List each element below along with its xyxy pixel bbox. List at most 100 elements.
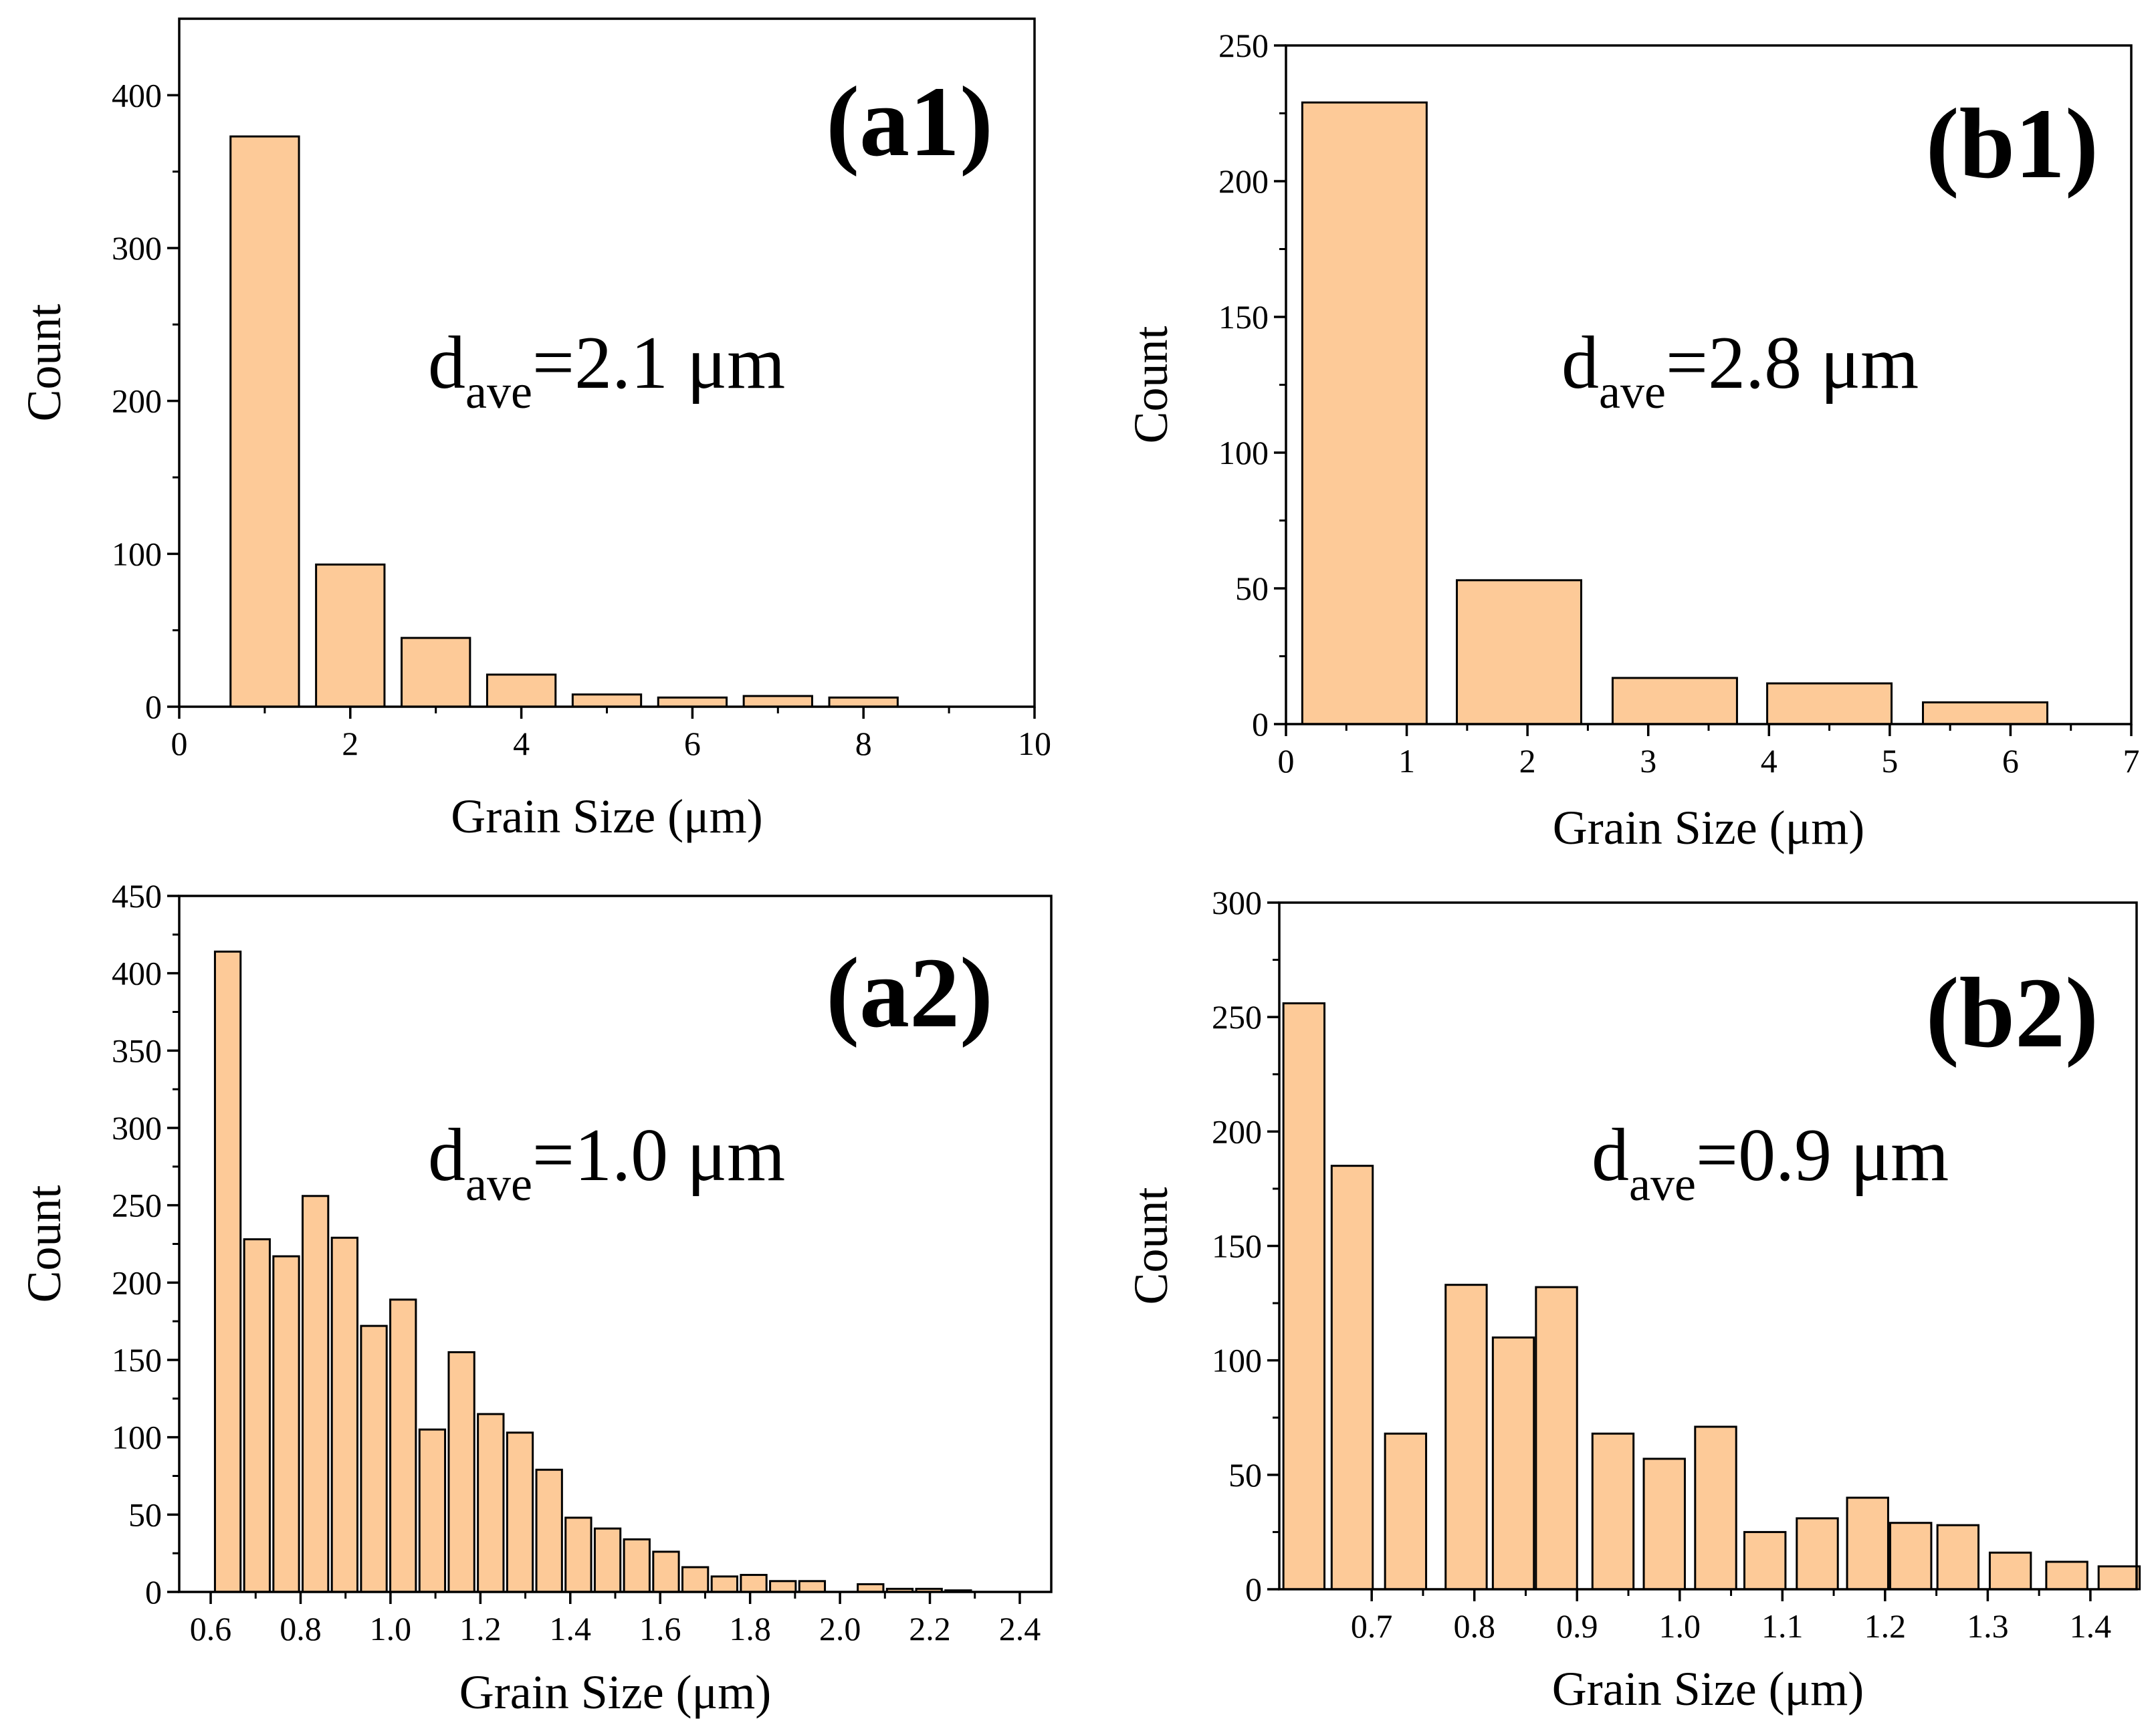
y-tick-label: 50 [1228,1456,1262,1494]
bar-b1-2 [1611,677,1738,725]
y-axis-title: Count [17,304,71,421]
average-grain-size-annotation: dave=1.0 μm [428,1114,785,1211]
y-tick-label: 0 [1245,1571,1262,1608]
bar-a2-4 [330,1236,359,1593]
y-tick-label: 0 [1252,705,1269,743]
bar-a2-17 [710,1575,738,1593]
bar-b2-15 [2045,1561,2088,1591]
annotation-value: =0.9 μm [1696,1114,1949,1197]
x-tick-label: 1.6 [639,1610,681,1647]
x-axis-title: Grain Size (μm) [459,1665,771,1719]
bar-a2-10 [506,1431,534,1593]
y-tick-label: 300 [1212,884,1262,921]
panel-label: (a2) [826,937,993,1048]
bar-a1-5 [657,696,728,708]
x-tick-label: 6 [684,725,701,762]
y-tick-label: 200 [112,1264,162,1301]
x-tick-label: 1.0 [1659,1607,1701,1645]
panel-label: (a1) [826,66,993,177]
x-tick-label: 1.4 [2070,1607,2112,1645]
bar-b1-3 [1766,682,1893,725]
y-tick-label: 100 [1218,434,1269,471]
y-tick-label: 150 [1218,298,1269,336]
bar-a2-8 [447,1351,475,1593]
y-tick-label: 300 [112,1109,162,1147]
bar-b2-12 [1889,1522,1933,1591]
y-tick-label: 400 [112,76,162,114]
bar-b2-16 [2097,1565,2141,1591]
bar-a1-6 [742,695,813,708]
x-tick-label: 5 [1881,742,1898,780]
annotation-subscript: ave [1629,1157,1696,1211]
bar-b2-5 [1535,1286,1578,1591]
x-tick-label: 3 [1640,742,1656,780]
average-grain-size-annotation: dave=2.8 μm [1561,322,1919,419]
x-tick-label: 0.8 [1453,1607,1495,1645]
x-tick-label: 2.4 [999,1610,1041,1647]
bar-a1-1 [315,563,386,708]
x-tick-label: 1.8 [729,1610,771,1647]
bar-b2-13 [1936,1524,1980,1591]
y-tick-label: 200 [1212,1113,1262,1150]
bar-a1-2 [401,637,471,708]
bar-b2-0 [1282,1002,1326,1591]
bar-a1-3 [486,673,557,708]
x-tick-label: 0.8 [280,1610,322,1647]
x-tick-label: 4 [513,725,530,762]
bar-a2-16 [681,1566,710,1593]
bar-a2-3 [302,1195,330,1593]
chart-panel-b2: 0.7 0.8 0.9 1.0 1.1 1.2 1.3 1.4 0 50 100 150 200 250 3… [1124,884,2141,1716]
y-tick-label: 50 [1235,570,1269,607]
y-tick-label: 450 [112,877,162,915]
annotation-subscript: ave [465,1157,532,1211]
x-axis-title: Grain Size (μm) [1553,801,1864,854]
y-tick-label: 250 [112,1187,162,1224]
x-tick-label: 1.3 [1967,1607,2009,1645]
annotation-subscript: ave [1599,365,1666,419]
bar-b2-3 [1444,1284,1488,1591]
bar-b2-9 [1743,1530,1787,1591]
y-axis-title: Count [17,1185,71,1302]
bar-b2-8 [1694,1425,1737,1591]
bar-a1-0 [229,135,300,708]
x-axis-title: Grain Size (μm) [1552,1662,1864,1716]
y-tick-label: 100 [112,1419,162,1456]
bar-b2-11 [1846,1496,1889,1591]
y-tick-label: 150 [1212,1228,1262,1265]
y-tick-label: 300 [112,229,162,267]
annotation-symbol: d [428,322,465,405]
y-tick-label: 0 [145,688,162,725]
x-tick-label: 1.2 [1864,1607,1907,1645]
x-tick-label: 1.2 [459,1610,502,1647]
bar-b2-4 [1491,1336,1535,1591]
average-grain-size-annotation: dave=2.1 μm [428,322,785,419]
annotation-value: =1.0 μm [532,1114,785,1197]
y-tick-label: 250 [1212,998,1262,1036]
bar-b2-2 [1384,1432,1428,1591]
bar-a2-0 [213,950,242,1593]
annotation-symbol: d [1561,322,1599,405]
x-tick-label: 6 [2002,742,2019,780]
x-tick-label: 0.9 [1556,1607,1598,1645]
bar-b2-14 [1988,1551,2032,1591]
x-tick-label: 0 [171,725,188,762]
y-tick-label: 100 [1212,1342,1262,1379]
x-tick-label: 2 [1519,742,1536,780]
y-tick-label: 150 [112,1341,162,1379]
bar-a2-2 [272,1255,300,1593]
x-axis-title: Grain Size (μm) [451,790,762,843]
x-tick-label: 1.0 [370,1610,412,1647]
bar-a2-7 [418,1428,447,1593]
panel-label: (b2) [1926,957,2098,1068]
x-tick-label: 0.6 [190,1610,232,1647]
bar-a2-18 [740,1574,768,1593]
y-tick-label: 200 [112,382,162,420]
y-tick-label: 100 [112,535,162,572]
bar-a2-11 [535,1468,563,1593]
bar-a2-20 [798,1580,827,1593]
bar-a1-4 [571,693,643,708]
annotation-symbol: d [428,1114,465,1197]
x-tick-label: 2.2 [909,1610,951,1647]
